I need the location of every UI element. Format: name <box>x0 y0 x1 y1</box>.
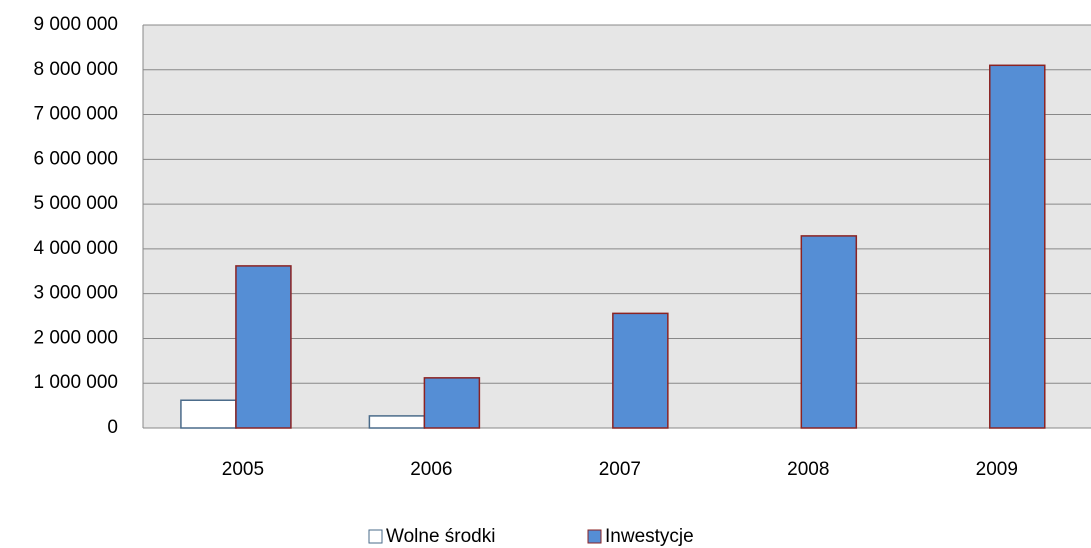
legend-label: Wolne środki <box>386 526 495 547</box>
x-tick-label: 2005 <box>222 459 264 480</box>
x-tick-label: 2007 <box>599 459 641 480</box>
y-tick-label: 4 000 000 <box>33 238 118 259</box>
bar <box>368 415 426 429</box>
y-tick-label: 0 <box>107 417 118 438</box>
bar <box>423 377 481 429</box>
y-tick-label: 9 000 000 <box>33 14 118 35</box>
bar <box>800 235 858 429</box>
bar <box>989 64 1046 429</box>
x-tick-label: 2008 <box>787 459 829 480</box>
legend-swatch <box>587 529 602 544</box>
y-tick-label: 2 000 000 <box>33 327 118 348</box>
y-tick-label: 7 000 000 <box>33 104 118 125</box>
x-tick-label: 2009 <box>976 459 1018 480</box>
bar <box>235 265 292 429</box>
bar <box>612 312 669 429</box>
legend-label: Inwestycje <box>605 526 694 547</box>
y-tick-label: 8 000 000 <box>33 59 118 80</box>
y-tick-label: 3 000 000 <box>33 283 118 304</box>
y-tick-label: 1 000 000 <box>33 372 118 393</box>
y-tick-label: 6 000 000 <box>33 148 118 169</box>
legend-swatch <box>368 529 383 544</box>
y-tick-label: 5 000 000 <box>33 193 118 214</box>
x-tick-label: 2006 <box>410 459 452 480</box>
bar <box>180 399 237 429</box>
